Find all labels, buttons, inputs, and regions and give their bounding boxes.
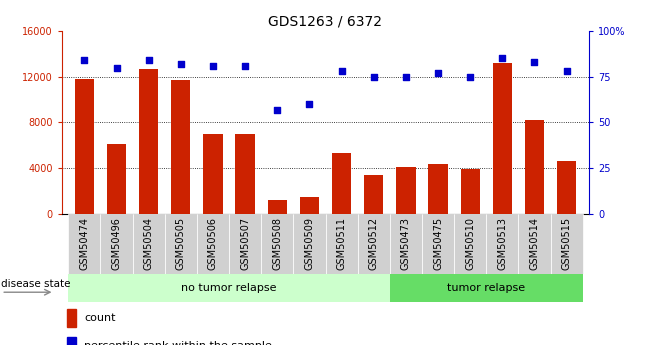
Bar [486, 214, 518, 274]
Bar [133, 31, 165, 214]
Point [465, 74, 475, 80]
Point [337, 69, 347, 74]
Bar [357, 214, 390, 274]
Point [143, 58, 154, 63]
Bar [68, 274, 390, 302]
Bar [551, 31, 583, 214]
Bar [203, 134, 223, 214]
Text: count: count [84, 313, 115, 323]
Bar [493, 63, 512, 214]
Bar [326, 214, 357, 274]
Point [561, 69, 572, 74]
Bar [518, 31, 551, 214]
Bar [428, 164, 448, 214]
Bar [454, 31, 486, 214]
Text: GSM50505: GSM50505 [176, 217, 186, 270]
Bar [557, 161, 576, 214]
Text: GSM50512: GSM50512 [368, 217, 379, 270]
Bar [75, 79, 94, 214]
Point [208, 63, 218, 69]
Bar [294, 31, 326, 214]
Bar [139, 69, 158, 214]
Bar [525, 120, 544, 214]
Bar [332, 153, 352, 214]
Bar [100, 214, 133, 274]
Bar [268, 200, 287, 214]
Point [529, 59, 540, 65]
Text: GSM50508: GSM50508 [272, 217, 283, 270]
Bar [357, 31, 390, 214]
Point [400, 74, 411, 80]
Text: GSM50473: GSM50473 [401, 217, 411, 270]
Bar [390, 274, 583, 302]
Bar [396, 167, 415, 214]
Bar [294, 214, 326, 274]
Point [272, 107, 283, 112]
Text: GSM50504: GSM50504 [144, 217, 154, 270]
Point [111, 65, 122, 70]
Bar [67, 309, 76, 327]
Bar [261, 31, 294, 214]
Text: GSM50515: GSM50515 [562, 217, 572, 270]
Bar [68, 31, 100, 214]
Point [176, 61, 186, 67]
Bar [100, 31, 133, 214]
Bar [68, 214, 100, 274]
Point [240, 63, 251, 69]
Text: disease state: disease state [1, 279, 71, 289]
Bar [390, 31, 422, 214]
Bar [299, 197, 319, 214]
Point [368, 74, 379, 80]
Text: GSM50509: GSM50509 [305, 217, 314, 270]
Text: GSM50511: GSM50511 [337, 217, 346, 270]
Bar [67, 337, 76, 345]
Text: GSM50496: GSM50496 [111, 217, 122, 270]
Bar [551, 214, 583, 274]
Bar [422, 31, 454, 214]
Bar [171, 80, 191, 214]
Text: GSM50513: GSM50513 [497, 217, 507, 270]
Bar [236, 134, 255, 214]
Text: GSM50510: GSM50510 [465, 217, 475, 270]
Bar [422, 214, 454, 274]
Bar [261, 214, 294, 274]
Bar [454, 214, 486, 274]
Bar [165, 214, 197, 274]
Text: GSM50507: GSM50507 [240, 217, 250, 270]
Text: GSM50514: GSM50514 [529, 217, 540, 270]
Bar [133, 214, 165, 274]
Text: GSM50506: GSM50506 [208, 217, 218, 270]
Text: percentile rank within the sample: percentile rank within the sample [84, 341, 272, 345]
Title: GDS1263 / 6372: GDS1263 / 6372 [268, 14, 383, 29]
Bar [165, 31, 197, 214]
Point [497, 56, 508, 61]
Bar [518, 214, 551, 274]
Bar [229, 31, 261, 214]
Text: tumor relapse: tumor relapse [447, 283, 525, 293]
Bar [486, 31, 518, 214]
Bar [197, 31, 229, 214]
Bar [107, 144, 126, 214]
Text: no tumor relapse: no tumor relapse [181, 283, 277, 293]
Bar [326, 31, 357, 214]
Point [304, 101, 314, 107]
Bar [229, 214, 261, 274]
Point [79, 58, 90, 63]
Text: GSM50474: GSM50474 [79, 217, 89, 270]
Bar [390, 214, 422, 274]
Text: GSM50475: GSM50475 [433, 217, 443, 270]
Bar [364, 175, 383, 214]
Point [433, 70, 443, 76]
Bar [197, 214, 229, 274]
Bar [460, 169, 480, 214]
